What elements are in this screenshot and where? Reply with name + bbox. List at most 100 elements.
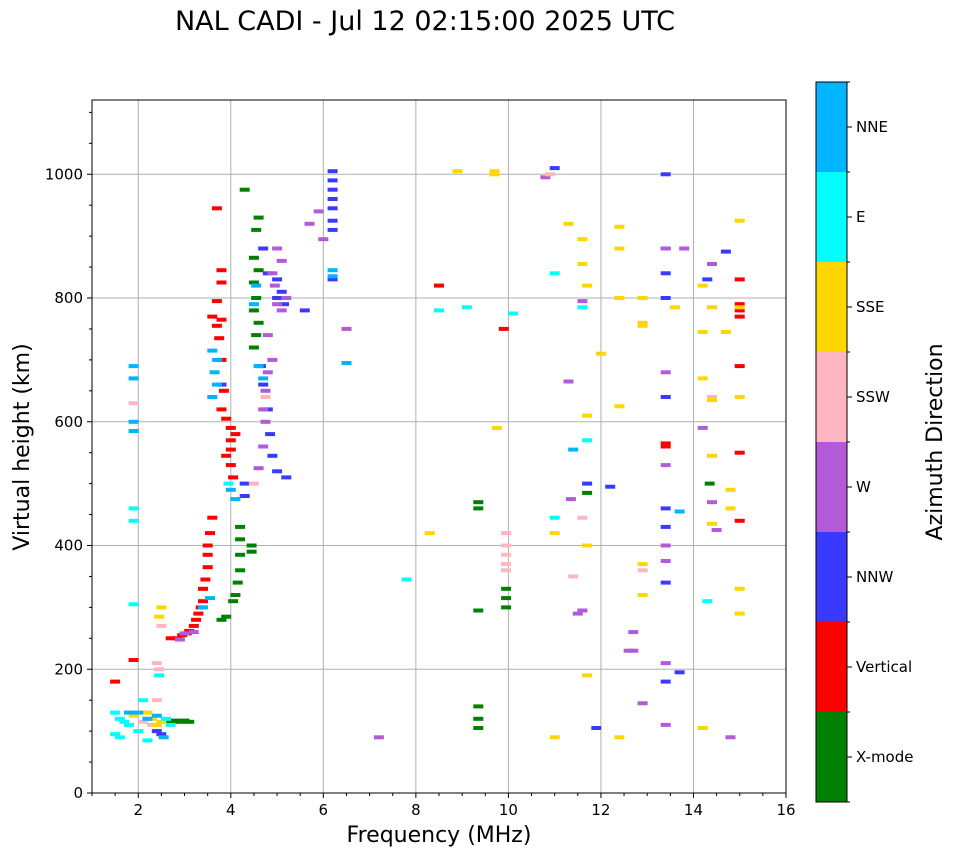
data-point-w	[174, 637, 185, 642]
data-point-e	[702, 599, 713, 604]
data-point-vertical	[225, 438, 236, 443]
data-point-nnw	[660, 580, 671, 585]
colorbar-tick-label: NNE	[856, 118, 888, 136]
colorbar-segment-ssw	[816, 352, 847, 442]
data-point-vertical	[734, 518, 745, 523]
data-point-ssw	[128, 401, 139, 406]
data-point-sse	[637, 593, 648, 597]
data-point-e	[434, 308, 444, 313]
data-point-vertical	[216, 317, 227, 322]
data-point-nnw	[299, 308, 310, 313]
data-point-sse	[707, 398, 717, 403]
data-point-e	[154, 673, 165, 678]
data-point-nnw	[660, 679, 671, 684]
colorbar-tick-label: E	[856, 208, 865, 226]
data-point-e	[161, 716, 171, 721]
data-point-vertical	[202, 565, 213, 570]
data-point-nne	[207, 395, 218, 399]
data-point-x-mode	[184, 719, 195, 724]
data-point-nnw	[267, 453, 278, 458]
data-point-nnw	[660, 506, 671, 511]
data-point-nnw	[272, 277, 283, 282]
data-point-w	[269, 283, 280, 288]
data-point-vertical	[216, 407, 227, 412]
data-point-x-mode	[251, 333, 262, 338]
data-point-vertical	[218, 388, 229, 393]
x-tick-label: 8	[411, 801, 421, 819]
data-point-e	[508, 311, 518, 316]
data-point-x-mode	[501, 596, 512, 601]
data-point-nnw	[272, 296, 283, 300]
data-point-sse	[637, 296, 648, 300]
data-point-x-mode	[251, 227, 262, 232]
data-point-vertical	[230, 432, 241, 437]
colorbar: X-mode Vertical NNW W SSW SSE E NNE	[815, 81, 913, 803]
data-point-sse	[156, 605, 167, 610]
x-axis-label: Frequency (MHz)	[347, 823, 532, 848]
data-point-e	[142, 738, 153, 743]
data-point-e	[133, 729, 144, 734]
data-point-x-mode	[239, 187, 250, 192]
data-point-x-mode	[235, 524, 246, 529]
data-point-nne	[142, 716, 153, 721]
data-point-x-mode	[473, 506, 484, 511]
colorbar-tick-label: Vertical	[856, 658, 912, 676]
data-point-nne	[158, 735, 169, 740]
data-point-x-mode	[253, 268, 264, 273]
data-point-sse	[725, 487, 736, 492]
data-point-vertical	[734, 308, 745, 313]
colorbar-segment-vertical	[816, 622, 847, 712]
data-point-vertical	[228, 475, 239, 480]
data-point-nnw	[258, 382, 269, 387]
data-point-nne	[230, 497, 241, 502]
data-point-w	[660, 246, 671, 251]
data-point-x-mode	[235, 537, 246, 542]
data-point-w	[188, 630, 199, 635]
data-point-nnw	[327, 178, 338, 183]
data-point-nnw	[276, 289, 287, 294]
data-point-sse	[128, 713, 139, 718]
data-point-w	[660, 722, 671, 727]
data-point-nne	[341, 361, 352, 365]
data-point-vertical	[198, 599, 208, 604]
data-point-sse	[489, 169, 500, 174]
data-point-sse	[707, 521, 717, 526]
data-point-sse	[670, 305, 680, 310]
y-axis-label: Virtual height (km)	[10, 343, 35, 550]
data-point-w	[623, 648, 634, 653]
data-point-w	[725, 735, 736, 740]
data-point-vertical	[434, 283, 444, 288]
data-point-w	[281, 296, 292, 300]
data-point-x-mode	[230, 593, 241, 597]
data-point-e	[223, 481, 234, 486]
data-point-w	[707, 262, 717, 266]
data-point-e	[577, 305, 588, 310]
data-point-vertical	[211, 206, 222, 211]
data-point-sse	[142, 710, 153, 715]
data-point-vertical	[498, 326, 509, 331]
data-point-nnw	[327, 197, 338, 201]
data-point-w	[572, 611, 583, 616]
data-point-vertical	[188, 623, 199, 628]
data-point-w	[660, 559, 671, 563]
data-point-nne	[128, 419, 139, 424]
data-point-nnw	[281, 475, 292, 480]
data-point-vertical	[198, 586, 208, 591]
data-point-w	[276, 258, 287, 263]
y-tick-label: 0	[73, 784, 83, 802]
data-point-x-mode	[216, 617, 227, 622]
data-point-sse	[734, 586, 745, 591]
colorbar-label: Azimuth Direction	[923, 343, 948, 540]
data-point-sse	[637, 562, 648, 567]
data-point-w	[660, 661, 671, 666]
colorbar-segment-nnw	[816, 532, 847, 622]
data-point-nnw	[272, 469, 283, 474]
data-point-vertical	[660, 441, 671, 446]
data-point-ssw	[577, 515, 588, 520]
colorbar-frame	[815, 81, 848, 803]
data-point-w	[711, 528, 722, 532]
data-point-sse	[734, 305, 745, 310]
data-point-nne	[205, 596, 215, 601]
data-point-ssw	[501, 562, 512, 567]
data-point-vertical	[202, 552, 213, 557]
